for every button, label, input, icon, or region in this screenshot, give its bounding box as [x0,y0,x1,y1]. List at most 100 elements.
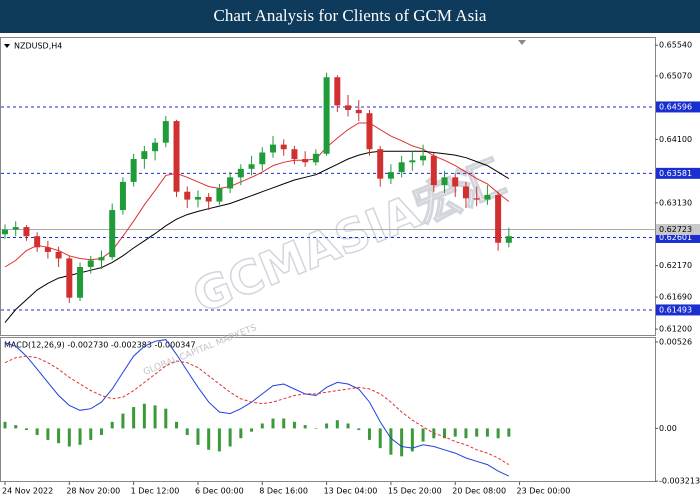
candle-body [462,186,469,199]
x-tick-label: 8 Dec 16:00 [259,487,308,496]
candle-body [12,227,19,230]
candle-body [334,77,341,106]
level-tag [656,231,700,243]
candle-body [162,121,169,143]
macd-bar [367,428,371,440]
candle-body [2,229,8,235]
symbol-marker [4,44,10,48]
candle-body [248,164,255,169]
candle-body [184,191,191,200]
candle-body [66,258,73,298]
macd-line [4,339,510,477]
y-tick-label: 0.61690 [659,293,692,302]
candle-body [130,159,137,182]
candle-body [387,172,394,179]
macd-bar [78,428,82,445]
y-tick-label: -0.003213 [659,477,700,486]
candle-body [141,151,148,160]
level-label: 0.62601 [659,233,692,242]
candle-body [237,168,244,178]
macd-bar [142,403,146,429]
macd-bar [507,428,511,437]
price-tag [656,223,700,235]
macd-label: MACD(12,26,9) -0.002730 -0.002383 -0.000… [4,341,196,350]
candle-body [473,198,480,200]
y-tick-label: 0.00 [659,424,677,433]
macd-bar [175,421,179,429]
level-label: 0.63581 [659,169,692,178]
candle-body [109,210,116,258]
macd-bar [260,423,264,429]
candle-body [505,236,512,243]
macd-bar [496,428,500,439]
candle-body [484,195,491,200]
candle-body [291,149,298,160]
candle-body [205,196,212,202]
candle-body [366,113,373,150]
candle-body [119,181,126,211]
macd-bar [228,428,232,447]
x-tick-label: 23 Dec 00:00 [517,487,571,496]
candle-body [152,142,159,152]
candle-body [312,153,319,163]
candle-body [77,266,84,298]
y-tick-label: 0.65540 [659,41,692,50]
x-tick-label: 15 Dec 20:00 [388,487,442,496]
candle-body [377,149,384,179]
candle-body [452,177,459,187]
macd-bar [292,421,296,429]
level-tag [656,167,700,179]
macd-bar [153,405,157,429]
macd-bar [99,428,103,435]
level-label: 0.61493 [659,305,692,314]
candle-body [44,247,51,252]
ma-line [4,150,510,323]
macd-bar [314,428,318,429]
macd-bar [217,428,221,452]
x-tick-label: 1 Dec 12:00 [131,487,180,496]
macd-bar [346,423,350,429]
candle-body [194,196,201,200]
candle-body [495,195,502,243]
symbol-label: NZDUSD,H4 [14,42,62,51]
candle-body [345,105,352,110]
macd-bar [271,418,275,429]
macd-bar [282,418,286,429]
macd-bar [3,421,7,429]
candle-body [441,177,448,186]
x-tick-label: 28 Nov 20:00 [66,487,120,496]
macd-bar [67,428,71,447]
macd-bar [35,428,39,435]
macd-bar [357,428,361,431]
candle-body [398,162,405,173]
macd-bar [57,428,61,444]
macd-bar [378,428,382,449]
macd-bar [196,428,200,445]
y-tick-label: 0.65070 [659,71,692,80]
title-bar [0,0,700,33]
macd-bar [24,428,28,431]
y-tick-label: 0.61200 [659,325,692,334]
macd-panel [0,337,656,482]
macd-bar [400,428,404,457]
macd-bar [485,428,489,437]
macd-bar [410,428,414,452]
macd-bar [335,420,339,429]
macd-bar [303,425,307,429]
macd-bar [164,408,168,429]
candle-body [34,236,41,248]
candle-body [409,160,416,163]
signal-line [4,355,510,466]
chart-title: Chart Analysis for Clients of GCM Asia [214,6,487,25]
macd-bar [132,407,136,429]
candle-body [323,77,330,154]
macd-bar [325,423,329,429]
candle-body [173,121,180,192]
macd-bar [389,428,393,455]
candle-body [259,152,266,165]
macd-bar [453,428,457,437]
macd-bar [89,428,93,440]
level-label: 0.64596 [659,102,692,111]
